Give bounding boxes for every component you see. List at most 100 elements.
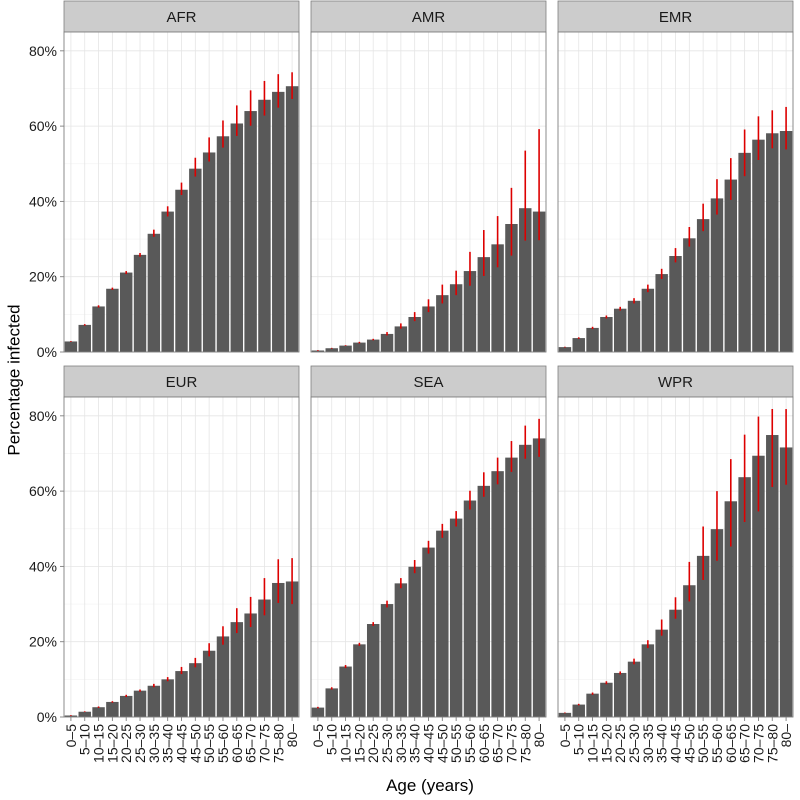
bar (339, 666, 352, 717)
bar (477, 257, 491, 352)
bar (325, 688, 338, 717)
bar (449, 284, 463, 352)
bar (436, 295, 449, 352)
x-tick-label: 55–60 (462, 724, 478, 763)
bar (285, 86, 299, 352)
bar (586, 327, 599, 352)
bar (558, 712, 572, 717)
bar (353, 644, 366, 717)
bar (505, 224, 518, 352)
x-tick-label: 40–45 (421, 724, 437, 763)
x-tick-label: 40–45 (668, 724, 684, 763)
x-tick-label: 75–80 (270, 724, 286, 763)
bar (519, 208, 532, 352)
facet-label: AMR (412, 9, 446, 26)
bar (92, 707, 105, 717)
x-tick-label: 25–30 (379, 724, 395, 763)
bar (669, 256, 682, 352)
x-tick-label: 60–65 (723, 724, 739, 763)
bar (752, 455, 765, 717)
x-tick-label: 65–70 (490, 724, 506, 763)
x-tick-label: 75–80 (517, 724, 533, 763)
x-tick-label: 5–10 (571, 724, 587, 755)
x-axis-title: Age (years) (386, 776, 474, 795)
bar (710, 529, 724, 717)
y-tick-label: 60% (29, 483, 57, 499)
bar (613, 308, 627, 352)
y-tick-label: 0% (37, 344, 57, 360)
facet-label: WPR (658, 374, 693, 391)
bar (669, 609, 682, 717)
bar (244, 613, 257, 717)
x-tick-label: 65–70 (737, 724, 753, 763)
bar (422, 547, 435, 717)
facet-strip (63, 365, 300, 398)
bar (133, 690, 147, 717)
bar (408, 566, 421, 717)
bar (258, 99, 271, 352)
y-tick-label: 80% (29, 43, 57, 59)
panel-border (557, 31, 794, 353)
facet-label: EUR (166, 374, 198, 391)
bar (696, 219, 710, 352)
bar (92, 306, 105, 352)
bar (463, 500, 477, 717)
bar (683, 585, 696, 717)
x-tick-label: 30–35 (640, 724, 656, 763)
facet-strip (310, 0, 547, 33)
bar (436, 530, 449, 717)
bar (311, 707, 325, 717)
facet-strip (310, 365, 547, 398)
bar (119, 272, 133, 352)
bar (505, 457, 518, 717)
x-tick-label: 15–20 (598, 724, 614, 763)
x-tick-label: 20–25 (118, 724, 134, 763)
bar (627, 300, 641, 352)
bar (752, 139, 765, 352)
bar (380, 333, 394, 352)
x-tick-label: 20–25 (612, 724, 628, 763)
bar (491, 244, 504, 352)
x-tick-label: 80– (284, 724, 300, 748)
y-tick-label: 20% (29, 634, 57, 650)
facet-label: EMR (659, 9, 693, 26)
x-tick-label: 10–15 (585, 724, 601, 763)
bar (766, 133, 779, 352)
bar (189, 168, 202, 352)
panel-amr: AMR (310, 0, 547, 353)
bar (779, 131, 793, 352)
x-tick-label: 80– (778, 724, 794, 748)
bar (147, 685, 161, 717)
bar (366, 624, 380, 717)
bar (572, 338, 585, 352)
bar (202, 650, 216, 717)
facet-label: AFR (167, 9, 197, 26)
bar (230, 622, 244, 717)
bar (613, 672, 627, 717)
bar (272, 582, 285, 717)
x-tick-label: 50–55 (448, 724, 464, 763)
x-tick-label: 45–50 (434, 724, 450, 763)
bar (106, 288, 119, 352)
bar (272, 91, 285, 352)
bar (339, 345, 352, 352)
y-axis-title: Percentage infected (5, 304, 24, 455)
x-tick-label: 45–50 (187, 724, 203, 763)
x-tick-label: 5–10 (77, 724, 93, 755)
bar (311, 350, 325, 352)
x-tick-label: 80– (531, 724, 547, 748)
bar (738, 152, 751, 352)
bar (572, 704, 585, 717)
bar (119, 695, 133, 717)
bar (394, 583, 408, 717)
bar (532, 438, 546, 717)
bar (353, 342, 366, 352)
y-tick-label: 0% (37, 709, 57, 725)
x-tick-label: 40–45 (174, 724, 190, 763)
y-tick-label: 80% (29, 408, 57, 424)
y-tick-label: 20% (29, 269, 57, 285)
bar (258, 599, 271, 717)
bar (600, 682, 613, 717)
x-tick-label: 20–25 (365, 724, 381, 763)
